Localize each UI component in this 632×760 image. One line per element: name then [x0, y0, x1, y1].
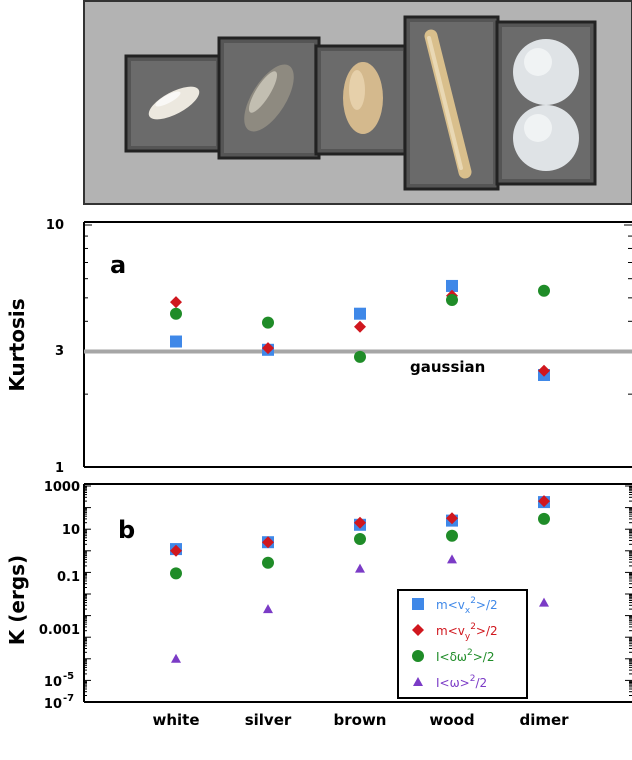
panel-a-vy-point-white	[170, 296, 182, 309]
panel-a-label: a	[110, 251, 126, 279]
gaussian-label: gaussian	[410, 358, 485, 376]
panel-b-ytick-1000: 1000	[44, 480, 80, 495]
panel-a-omega_fluct-point-white	[170, 307, 182, 320]
panel-a-omega_fluct-point-wood	[446, 293, 458, 306]
category-label-brown: brown	[334, 711, 387, 729]
panel-a-vx-point-wood	[446, 279, 458, 292]
legend-marker-vy	[412, 624, 424, 636]
photo-wood-object	[403, 15, 500, 191]
panel-b-ytick-0p1: 0.1	[57, 570, 80, 585]
photo-panel	[83, 0, 632, 205]
panel-b-omega_fluct-point-wood	[446, 529, 458, 542]
panel-b-vy-point-silver	[262, 536, 274, 549]
panel-b-omega_mean-point-brown	[355, 563, 365, 573]
legend-marker-vx	[412, 598, 424, 610]
panel-a-omega_fluct-point-brown	[354, 350, 366, 363]
panel-b-ytick-1e-5-exp: -5	[63, 671, 74, 682]
category-labels: white silver brown wood dimer	[152, 711, 569, 729]
panel-b-omega_mean-point-white	[171, 653, 181, 663]
panel-b-vy-point-dimer	[538, 495, 550, 508]
category-label-silver: silver	[245, 711, 292, 729]
panel-b-ytick-0p001: 0.001	[39, 623, 80, 638]
panel-a: gaussian a Kurtosis 10 3 1	[5, 218, 632, 476]
panel-a-vx-point-brown	[354, 307, 366, 320]
panel-b-vy-point-brown	[354, 516, 366, 529]
panel-a-ytick-3: 3	[55, 344, 64, 359]
category-label-white: white	[152, 711, 199, 729]
panel-b-y-axis-title: K (ergs)	[5, 555, 29, 645]
panel-a-y-axis-title: Kurtosis	[5, 298, 29, 391]
panel-b-vy-point-wood	[446, 512, 458, 525]
panel-b-label: b	[118, 516, 135, 544]
panel-b-ytick-1e-5-base: 10	[44, 675, 62, 690]
panel-b-omega_mean-point-silver	[263, 604, 273, 614]
photo-brown-object	[314, 44, 410, 156]
panel-b: b K (ergs) 1000 10 0.1 0.001 10 -5 10 -7…	[5, 480, 632, 712]
panel-b-omega_fluct-point-dimer	[538, 512, 550, 525]
panel-a-vy-point-dimer	[538, 364, 550, 377]
panel-b-omega_mean-point-wood	[447, 554, 457, 564]
category-label-wood: wood	[429, 711, 474, 729]
panel-b-vy-point-white	[170, 544, 182, 557]
panel-b-omega_fluct-point-brown	[354, 533, 366, 546]
panel-a-ytick-1: 1	[55, 461, 64, 476]
panel-b-ytick-1e-5: 10 -5	[44, 671, 74, 690]
panel-b-ytick-1e-7-exp: -7	[63, 693, 74, 704]
photo-silver-object	[217, 36, 321, 160]
panel-a-omega_fluct-point-dimer	[538, 284, 550, 297]
panel-b-omega_fluct-point-white	[170, 567, 182, 580]
panel-b-ytick-1e-7: 10 -7	[44, 693, 74, 712]
panel-b-ytick-1e-7-base: 10	[44, 697, 62, 712]
panel-a-vy-point-silver	[262, 342, 274, 355]
panel-a-marks	[170, 279, 550, 381]
legend: m<vx2>/2 m<vy2>/2 I<δω2>/2 I<ω>2/2	[397, 589, 528, 699]
panel-a-vy-point-brown	[354, 320, 366, 333]
panel-b-ytick-10: 10	[62, 523, 80, 538]
panel-a-omega_fluct-point-silver	[262, 316, 274, 329]
legend-label-vx: m<vx2>/2	[436, 596, 498, 616]
panel-b-omega_mean-point-dimer	[539, 597, 549, 607]
legend-marker-omega_fluct	[412, 650, 424, 662]
panel-a-ytick-10: 10	[46, 218, 64, 233]
legend-label-vy: m<vy2>/2	[436, 622, 498, 642]
panel-a-ticks	[84, 224, 632, 468]
legend-label-omega_fluct: I<δω2>/2	[436, 648, 494, 664]
panel-a-vx-point-white	[170, 335, 182, 348]
panel-b-omega_fluct-point-silver	[262, 556, 274, 569]
legend-marker-omega_mean	[413, 677, 423, 686]
category-label-dimer: dimer	[519, 711, 569, 729]
legend-label-omega_mean: I<ω>2/2	[436, 674, 487, 690]
photo-dimer-object	[495, 20, 597, 186]
photo-white-object	[124, 54, 223, 153]
panel-b-marks	[170, 495, 550, 663]
